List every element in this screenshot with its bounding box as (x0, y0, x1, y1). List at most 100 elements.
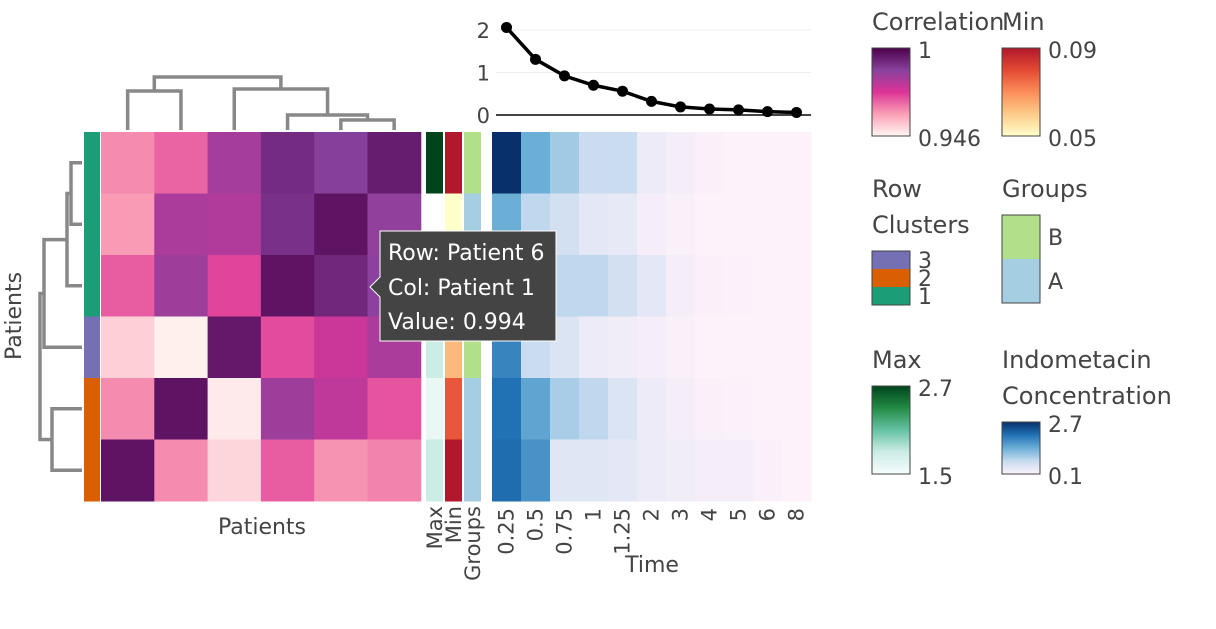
line-point (704, 103, 715, 115)
time-tick-label: 4 (698, 508, 722, 521)
line-point (675, 101, 686, 113)
line-point (762, 106, 773, 118)
time-cell (724, 255, 754, 317)
min-cell (445, 132, 462, 194)
time-cell (608, 132, 638, 194)
line-point (791, 106, 802, 118)
time-cell (492, 439, 522, 502)
time-tick-label: 5 (727, 508, 751, 521)
time-cell (724, 132, 754, 194)
line-point (646, 95, 657, 107)
max-cell (426, 378, 443, 440)
corr-cell (207, 132, 262, 194)
corr-cell (207, 255, 262, 317)
legend-swatch (872, 269, 910, 287)
time-tick-label: 6 (756, 508, 780, 521)
corr-cell (260, 255, 315, 317)
max-cell (426, 439, 443, 502)
time-tick-label: 1 (582, 508, 606, 521)
time-cell (521, 378, 551, 440)
time-cell (724, 316, 754, 379)
groups-cell (464, 378, 481, 440)
time-cell (492, 378, 522, 440)
corr-cell (101, 255, 155, 317)
annotation-col-label: Min (442, 506, 466, 543)
legend-max-label: 2.7 (1048, 413, 1083, 438)
corr-cell (314, 378, 368, 440)
time-tick-label: 3 (669, 508, 693, 521)
time-cell (637, 193, 667, 256)
correlation-heatmap (101, 132, 422, 502)
legend-title: Concentration (1002, 382, 1172, 410)
legend-colorbar (871, 385, 911, 475)
corr-cell (207, 316, 262, 379)
time-cell (550, 439, 580, 502)
time-cell (608, 439, 638, 502)
time-cell (666, 255, 696, 317)
line-y-tick-label: 2 (477, 19, 490, 43)
legend-colorbar (1001, 47, 1041, 137)
corr-cell (260, 439, 315, 502)
legend-title: Clusters (872, 211, 970, 239)
legend-max-label: 0.09 (1048, 39, 1097, 64)
time-cell (782, 255, 812, 317)
corr-cell (101, 193, 155, 256)
corr-cell (154, 439, 209, 502)
tooltip-value: Value: 0.994 (388, 310, 526, 335)
corr-cell (314, 255, 368, 317)
legend-swatch (1002, 259, 1040, 303)
time-cell (579, 378, 609, 440)
row-dendrogram-branch (42, 237, 82, 349)
hover-tooltip: Row: Patient 6 Col: Patient 1 Value: 0.9… (369, 230, 557, 342)
line-point (617, 85, 628, 97)
line-y-tick-label: 0 (477, 104, 490, 128)
time-cell (666, 439, 696, 502)
min-cell (445, 378, 462, 440)
time-cell (782, 316, 812, 379)
max-cell (426, 132, 443, 194)
time-cell (782, 378, 812, 440)
time-cell (753, 439, 783, 502)
time-cell (724, 193, 754, 256)
time-cell (637, 255, 667, 317)
x-axis-title-patients: Patients (218, 515, 306, 540)
time-tick-label: 1.25 (611, 508, 635, 555)
time-cell (695, 255, 725, 317)
corr-cell (260, 316, 315, 379)
legend-swatch (872, 287, 910, 305)
time-cell (782, 132, 812, 194)
time-cell (695, 132, 725, 194)
corr-cell (154, 193, 209, 256)
corr-cell (101, 439, 155, 502)
line-point (559, 70, 570, 82)
cluster-cell (84, 255, 100, 317)
line-point (501, 21, 512, 33)
corr-cell (314, 439, 368, 502)
time-cell (695, 439, 725, 502)
cluster-cell (84, 378, 100, 440)
row-dendrogram-branch (38, 291, 52, 442)
legend-min-label: 0.1 (1048, 465, 1083, 490)
time-cell (637, 316, 667, 379)
line-point (530, 53, 541, 65)
legend-title: Max (872, 346, 922, 374)
time-cell (608, 255, 638, 317)
time-cell (637, 378, 667, 440)
x-axis-title-time: Time (624, 553, 679, 578)
cluster-cell (84, 132, 100, 194)
corr-cell (314, 132, 368, 194)
corr-cell (260, 132, 315, 194)
time-cell (579, 193, 609, 256)
legend-max-label: 1 (918, 39, 932, 64)
row-dendrogram-branch (50, 407, 82, 472)
time-cell (753, 255, 783, 317)
concentration-line-chart: 0 1 2 (477, 19, 811, 128)
groups-cell (464, 132, 481, 194)
row-cluster-bar (84, 132, 100, 502)
corr-cell (101, 378, 155, 440)
time-tick-label: 8 (785, 508, 809, 521)
annotation-col-label: Max (423, 506, 447, 549)
corr-cell (101, 316, 155, 379)
